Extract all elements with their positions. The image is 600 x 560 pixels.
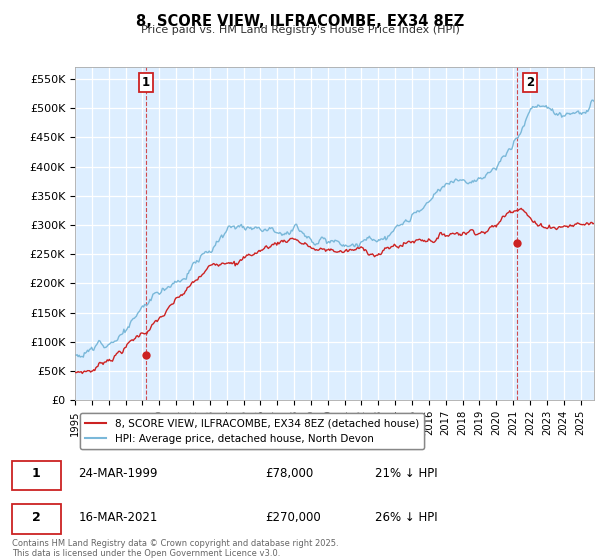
Text: 21% ↓ HPI: 21% ↓ HPI [375, 467, 437, 480]
Text: Contains HM Land Registry data © Crown copyright and database right 2025.
This d: Contains HM Land Registry data © Crown c… [12, 539, 338, 558]
Text: 2: 2 [526, 76, 534, 88]
Text: £78,000: £78,000 [265, 467, 314, 480]
Text: 1: 1 [142, 76, 150, 88]
Text: 1: 1 [32, 467, 41, 480]
FancyBboxPatch shape [12, 461, 61, 490]
Text: 24-MAR-1999: 24-MAR-1999 [78, 467, 158, 480]
Text: 8, SCORE VIEW, ILFRACOMBE, EX34 8EZ: 8, SCORE VIEW, ILFRACOMBE, EX34 8EZ [136, 14, 464, 29]
Text: 26% ↓ HPI: 26% ↓ HPI [375, 511, 437, 524]
FancyBboxPatch shape [12, 504, 61, 534]
Text: 2: 2 [32, 511, 41, 524]
Legend: 8, SCORE VIEW, ILFRACOMBE, EX34 8EZ (detached house), HPI: Average price, detach: 8, SCORE VIEW, ILFRACOMBE, EX34 8EZ (det… [80, 413, 424, 449]
Text: Price paid vs. HM Land Registry's House Price Index (HPI): Price paid vs. HM Land Registry's House … [140, 25, 460, 35]
Text: £270,000: £270,000 [265, 511, 321, 524]
Text: 16-MAR-2021: 16-MAR-2021 [78, 511, 158, 524]
